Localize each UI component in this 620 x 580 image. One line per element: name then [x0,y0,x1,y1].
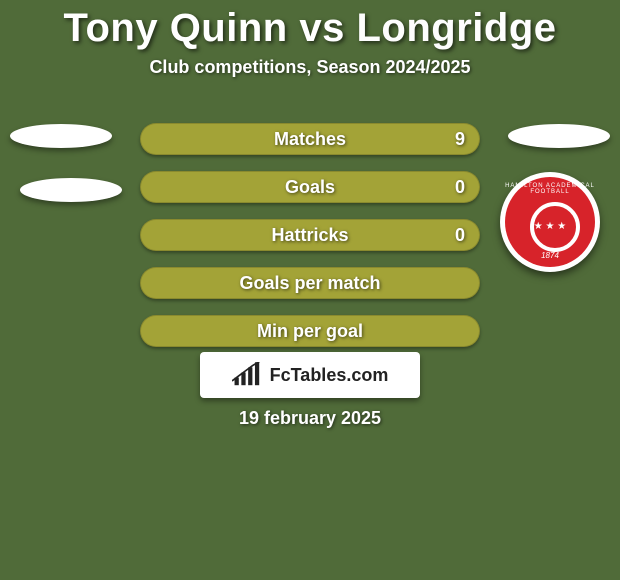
stat-label: Min per goal [141,316,479,346]
club-badge-icon: HAMILTON ACADEMICAL FOOTBALL ★ ★ ★ 1874 [500,172,600,272]
stat-label: Hattricks [141,220,479,250]
player2-name: Longridge [356,6,556,50]
bar-chart-icon [232,362,266,388]
stat-value: 0 [455,172,465,202]
brand-text: FcTables.com [270,365,389,386]
avatar-placeholder-icon [10,124,112,148]
stat-label: Goals per match [141,268,479,298]
avatar-placeholder-icon [508,124,610,148]
player1-name: Tony Quinn [64,6,288,50]
vs-word: vs [299,6,345,50]
stat-value: 0 [455,220,465,250]
comparison-card: Tony Quinn vs Longridge Club competition… [0,0,620,580]
badge-year: 1874 [505,251,595,260]
subtitle: Club competitions, Season 2024/2025 [0,57,620,78]
badge-ring-text: HAMILTON ACADEMICAL FOOTBALL [505,183,595,195]
stat-row: Goals 0 [140,171,480,203]
stat-rows: Matches 9 Goals 0 Hattricks 0 Goals per … [140,123,480,363]
brand-panel: FcTables.com [200,352,420,398]
date-text: 19 february 2025 [0,408,620,429]
club-placeholder-icon [20,178,122,202]
badge-stars-icon: ★ ★ ★ [505,216,595,234]
stat-label: Matches [141,124,479,154]
stat-label: Goals [141,172,479,202]
stat-row: Hattricks 0 [140,219,480,251]
stat-row: Goals per match [140,267,480,299]
stat-row: Min per goal [140,315,480,347]
page-title: Tony Quinn vs Longridge [0,0,620,51]
stat-value: 9 [455,124,465,154]
stat-row: Matches 9 [140,123,480,155]
